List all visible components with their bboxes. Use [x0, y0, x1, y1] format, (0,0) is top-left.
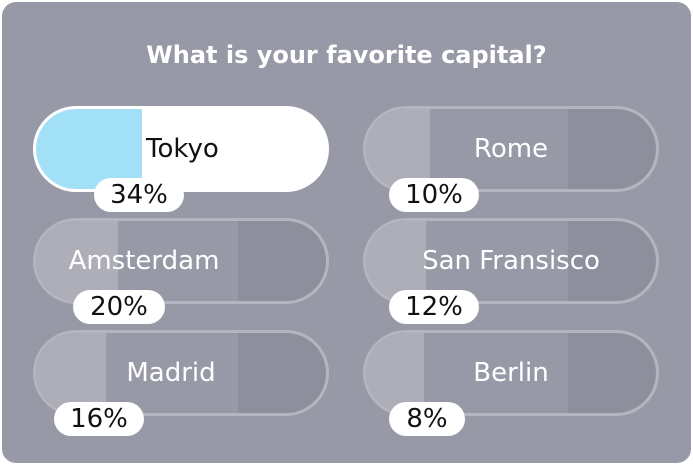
poll-option-rome[interactable]: Rome [363, 106, 659, 192]
poll-option-tokyo[interactable]: Tokyo [33, 106, 329, 192]
poll-option-amsterdam[interactable]: Amsterdam [33, 218, 329, 304]
poll-mid-band [426, 221, 568, 301]
poll-question: What is your favorite capital? [146, 41, 547, 69]
poll-mid-band [118, 221, 238, 301]
poll-fill-bar [366, 109, 430, 189]
poll-fill-bar [366, 333, 424, 413]
poll-mid-band [424, 333, 568, 413]
poll-percent-badge: 12% [389, 290, 479, 324]
poll-option-label: San Fransisco [422, 246, 600, 276]
poll-option-label: Amsterdam [68, 246, 220, 276]
poll-percent-badge: 8% [389, 402, 465, 436]
poll-mid-band [430, 109, 568, 189]
poll-fill-bar [366, 221, 426, 301]
poll-percent-badge: 16% [54, 402, 144, 436]
poll-option-label: Berlin [473, 358, 549, 388]
poll-fill-bar [36, 221, 118, 301]
poll-fill-bar [36, 109, 142, 189]
poll-fill-bar [36, 333, 106, 413]
poll-mid-band [106, 333, 238, 413]
poll-option-label: Madrid [126, 358, 216, 388]
poll-percent-badge: 20% [73, 290, 165, 324]
poll-option-label: Rome [473, 134, 549, 164]
poll-option-madrid[interactable]: Madrid [33, 330, 329, 416]
poll-percent-badge: 34% [94, 178, 184, 212]
poll-option-berlin[interactable]: Berlin [363, 330, 659, 416]
poll-option-san-fransisco[interactable]: San Fransisco [363, 218, 659, 304]
poll-percent-badge: 10% [389, 178, 479, 212]
poll-option-label: Tokyo [146, 134, 219, 164]
